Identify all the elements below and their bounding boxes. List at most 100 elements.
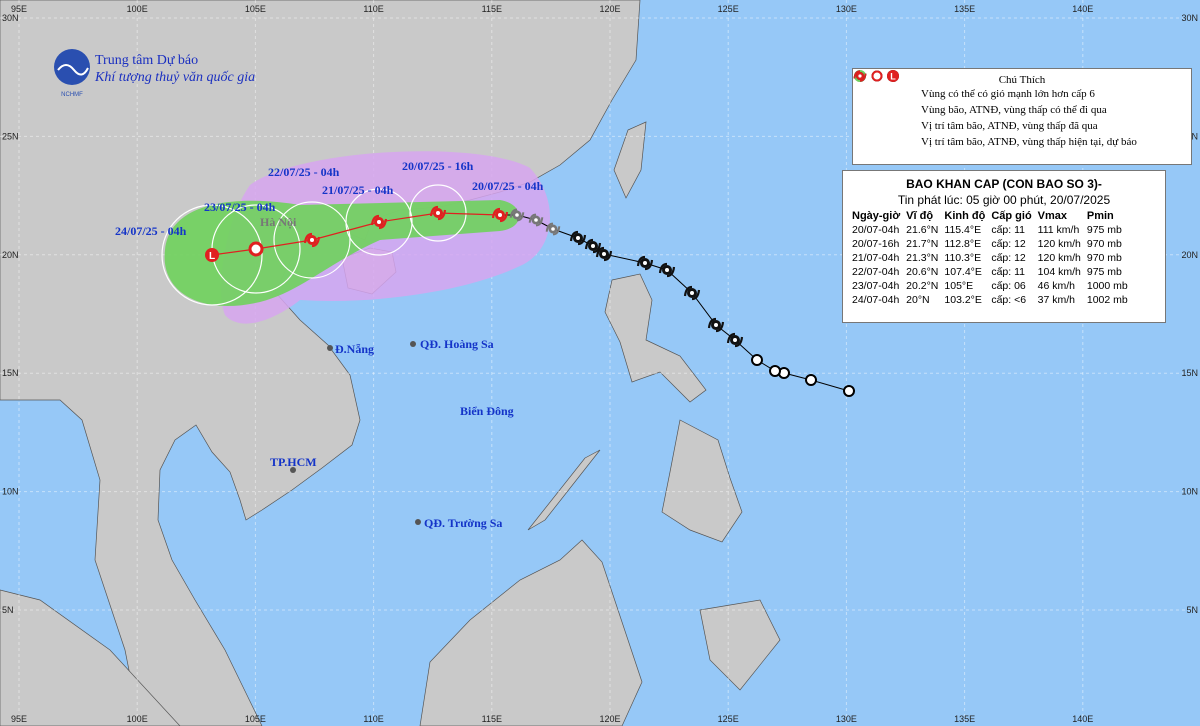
table-cell: 1002 mb — [1086, 294, 1128, 306]
lon-label: 115E — [482, 714, 502, 724]
lon-label: 120E — [599, 714, 620, 724]
land — [604, 273, 707, 403]
track-label: 20/07/25 - 04h — [472, 179, 544, 193]
storm-symbol — [429, 205, 447, 221]
legend-item: L Vị trí tâm bão, ATNĐ, vùng thấp đã qua — [853, 70, 1191, 134]
table-row: 22/07-04h 20.6°N 107.4°E cấp: 11 104 km/h 975… — [849, 265, 1131, 279]
storm-symbol — [528, 213, 544, 227]
storm-symbol — [658, 262, 676, 278]
bulletin-table: Ngày-giờ Vĩ độ Kinh độ Cấp gió Vmax Pmin 20/07… — [849, 209, 1131, 307]
storm-symbol — [683, 285, 701, 301]
lat-label: 30N — [1181, 13, 1198, 23]
legend-text: Vị trí tâm bão, ATNĐ, vùng thấp đã qua — [921, 120, 1098, 132]
logo — [57, 64, 89, 76]
storm-symbol — [576, 236, 580, 240]
column-header: Cấp gió — [991, 210, 1032, 222]
legend-title: Chú Thích — [998, 74, 1046, 86]
storm-symbol — [584, 238, 602, 254]
table-cell: 23/07-04h — [852, 280, 900, 292]
storm-symbol — [534, 218, 538, 222]
low-symbol — [843, 385, 855, 397]
track-label: 22/07/25 - 04h — [268, 165, 340, 179]
place-label: QĐ. Hoàng Sa — [420, 337, 494, 351]
table-cell: 21.3°N — [906, 252, 939, 264]
storm-symbol — [591, 244, 595, 248]
table-cell: cấp: <6 — [991, 294, 1027, 306]
table-cell: 975 mb — [1086, 224, 1122, 236]
storm-symbol — [509, 208, 525, 222]
lon-label: 140E — [1072, 714, 1093, 724]
storm-symbol — [545, 222, 561, 236]
table-row: 23/07-04h 20.2°N 105°E cấp: 06 46 km/h 1000 m… — [849, 279, 1131, 293]
low-letter: L — [209, 251, 215, 262]
storm-symbol — [377, 220, 381, 224]
lon-label: 125E — [718, 4, 739, 14]
table-row: 20/07-16h 21.7°N 112.8°E cấp: 12 120 km/h 970… — [849, 237, 1131, 251]
table-cell: 112.8°E — [944, 238, 982, 250]
storm-symbol — [310, 238, 314, 242]
lon-label: 125E — [718, 714, 739, 724]
table-cell: 970 mb — [1086, 238, 1122, 250]
lon-label: 135E — [954, 714, 975, 724]
legend-item: Vùng bão, ATNĐ, vùng thấp có thể đi qua — [853, 70, 1191, 118]
lat-label: 20N — [2, 250, 19, 260]
storm-symbol — [498, 213, 502, 217]
table-cell: 104 km/h — [1037, 266, 1081, 278]
table-cell: cấp: 11 — [991, 266, 1025, 278]
storm-symbol — [690, 291, 694, 295]
low-symbol — [205, 248, 219, 262]
storm-symbol — [436, 211, 440, 215]
place-dot — [327, 345, 333, 351]
bulletin-issued: Tin phát lúc: 05 giờ 00 phút, 20/07/2025 — [897, 193, 1111, 207]
legend-text: Vị trí tâm bão, ATNĐ, vùng thấp hiện tại… — [921, 136, 1137, 148]
lon-label: 115E — [482, 4, 502, 14]
lon-label: 100E — [127, 4, 148, 14]
table-cell: cấp: 12 — [991, 238, 1026, 250]
lon-label: 110E — [363, 714, 383, 724]
table-cell: 21.7°N — [906, 238, 939, 250]
lon-label: 105E — [245, 714, 266, 724]
lat-label: 5N — [2, 605, 14, 615]
land — [613, 121, 647, 199]
track-label: 23/07/25 - 04h — [204, 200, 276, 214]
lon-label: 95E — [11, 4, 27, 14]
table-cell: 105°E — [944, 280, 974, 292]
land — [0, 589, 181, 726]
bulletin: BAO KHAN CAP (CON BAO SO 3)- Tin phát lú… — [842, 170, 1166, 323]
lon-label: 130E — [836, 714, 857, 724]
storm-symbol — [643, 261, 647, 265]
place-dot — [290, 467, 296, 473]
table-cell: cấp: 11 — [991, 224, 1025, 236]
table-cell: 20°N — [906, 294, 930, 306]
storm-symbol — [551, 227, 555, 231]
storm-symbol — [707, 317, 725, 333]
low-symbol — [805, 374, 817, 386]
legend: Chú Thích Vùng có thể có gió mạnh lớn hơ… — [852, 68, 1192, 165]
table-cell: 24/07-04h — [852, 294, 900, 306]
lat-label: 20N — [1181, 250, 1198, 260]
table-cell: 22/07-04h — [852, 266, 900, 278]
table-row: 24/07-04h 20°N 103.2°E cấp: <6 37 km/h 1002 m… — [849, 293, 1131, 307]
table-cell: 46 km/h — [1037, 280, 1076, 292]
legend-letter: L — [890, 72, 896, 82]
table-cell: 111 km/h — [1037, 224, 1080, 236]
storm-symbol — [636, 255, 654, 271]
storm-symbol — [733, 338, 737, 342]
storm-symbol — [370, 214, 388, 230]
org-line: Trung tâm Dự báo — [95, 53, 199, 68]
legend-item: L Vị trí tâm bão, ATNĐ, vùng thấp hiện tạ… — [853, 70, 1191, 150]
column-header: Pmin — [1086, 210, 1114, 222]
place-dot — [415, 519, 421, 525]
table-cell: 107.4°E — [944, 266, 982, 278]
storm-symbol — [714, 323, 718, 327]
table-cell: 970 mb — [1086, 252, 1122, 264]
error-circle — [161, 204, 263, 306]
lon-label: 135E — [954, 4, 975, 14]
table-body: 20/07-04h 21.6°N 115.4°E cấp: 11 111 km/h 975… — [849, 223, 1131, 307]
table-row: 20/07-04h 21.6°N 115.4°E cấp: 11 111 km/h 975… — [849, 223, 1131, 237]
land — [419, 539, 643, 726]
table-cell: 975 mb — [1086, 266, 1122, 278]
lon-label: 120E — [599, 4, 620, 14]
